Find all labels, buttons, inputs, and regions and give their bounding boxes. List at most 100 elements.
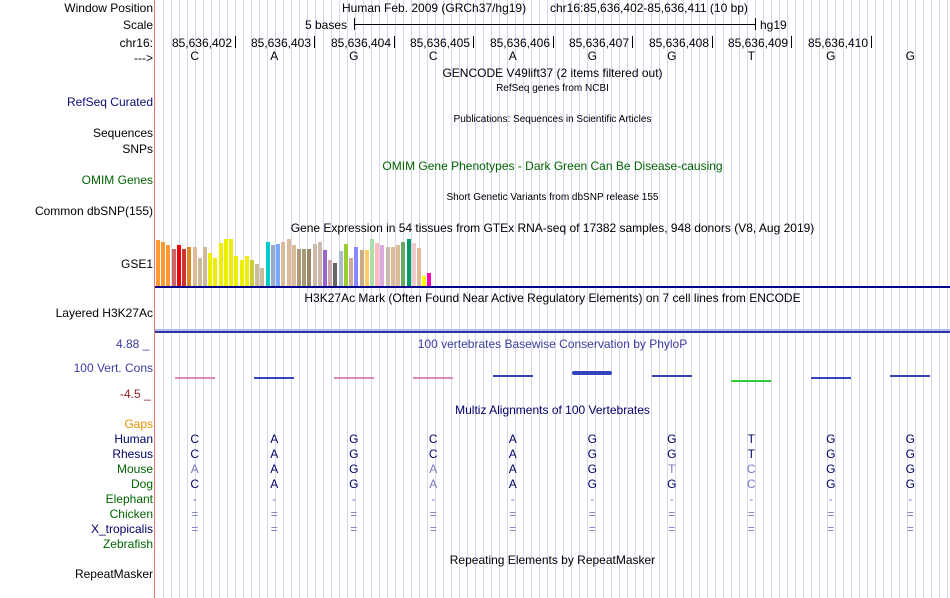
gtex-bar[interactable]: [297, 249, 301, 286]
phylop-label[interactable]: 100 Vert. Cons: [73, 361, 153, 375]
refseq-subtitle[interactable]: RefSeq genes from NCBI: [496, 83, 609, 94]
grid-line: [243, 0, 244, 598]
snps-label[interactable]: SNPs: [122, 142, 153, 156]
species-label[interactable]: Dog: [130, 477, 153, 491]
species-label[interactable]: Zebrafish: [102, 537, 153, 551]
alignment-base: G: [826, 432, 836, 446]
repeatmasker-label[interactable]: RepeatMasker: [74, 567, 153, 581]
grid-line: [491, 0, 492, 598]
species-label[interactable]: Chicken: [109, 507, 153, 521]
gtex-bar[interactable]: [333, 263, 337, 286]
gtex-bar[interactable]: [412, 243, 416, 286]
gtex-bar[interactable]: [401, 242, 405, 286]
gtex-bar[interactable]: [177, 245, 181, 286]
gtex-bar[interactable]: [224, 239, 228, 286]
species-label[interactable]: Mouse: [116, 462, 153, 476]
gtex-bar[interactable]: [328, 260, 332, 286]
gtex-bar[interactable]: [417, 248, 421, 286]
h3k27ac-title[interactable]: H3K27Ac Mark (Often Found Near Active Re…: [304, 291, 801, 305]
repeatmasker-title[interactable]: Repeating Elements by RepeatMasker: [449, 553, 656, 567]
gtex-bar[interactable]: [365, 250, 369, 286]
grid-line: [283, 0, 284, 598]
gtex-bar[interactable]: [313, 244, 317, 286]
species-label[interactable]: Human: [114, 432, 153, 446]
gtex-bar[interactable]: [187, 247, 191, 286]
alignment-base: A: [270, 447, 279, 461]
grid-line: [907, 0, 908, 598]
gtex-bar[interactable]: [339, 251, 343, 286]
gtex-bar[interactable]: [166, 245, 170, 286]
omim-label[interactable]: OMIM Genes: [81, 173, 153, 187]
gtex-bar[interactable]: [271, 245, 275, 286]
gtex-bar[interactable]: [182, 249, 186, 286]
gtex-bar[interactable]: [349, 258, 353, 286]
gtex-bar[interactable]: [198, 258, 202, 286]
h3k27ac-label[interactable]: Layered H3K27Ac: [55, 306, 153, 320]
grid-line: [475, 0, 476, 598]
gtex-label[interactable]: GSE1: [120, 257, 153, 271]
gtex-bar[interactable]: [255, 264, 259, 286]
gtex-bar[interactable]: [292, 245, 296, 286]
position-tick: [712, 36, 713, 48]
gtex-bar[interactable]: [391, 247, 395, 286]
species-label[interactable]: Elephant: [105, 492, 153, 506]
gtex-bar[interactable]: [266, 242, 270, 286]
gtex-bar[interactable]: [318, 242, 322, 286]
gtex-bar[interactable]: [229, 239, 233, 286]
grid-line: [379, 0, 380, 598]
species-label[interactable]: Rhesus: [112, 447, 153, 461]
gtex-bar[interactable]: [407, 239, 411, 286]
refseq-label[interactable]: RefSeq Curated: [66, 95, 153, 109]
gtex-bar[interactable]: [386, 247, 390, 286]
gtex-bar[interactable]: [234, 256, 238, 286]
gtex-bar[interactable]: [208, 253, 212, 286]
alignment-base: G: [905, 432, 915, 446]
gtex-bar[interactable]: [360, 250, 364, 286]
dbsnp-label[interactable]: Common dbSNP(155): [34, 204, 153, 218]
gtex-bar[interactable]: [276, 244, 280, 286]
gtex-bar[interactable]: [240, 260, 244, 286]
alignment-base: G: [905, 462, 915, 476]
omim-title[interactable]: OMIM Gene Phenotypes - Dark Green Can Be…: [382, 159, 723, 173]
sequences-label[interactable]: Sequences: [92, 126, 153, 140]
gtex-bar[interactable]: [307, 249, 311, 286]
gtex-bar[interactable]: [161, 242, 165, 286]
gaps-label[interactable]: Gaps: [124, 417, 153, 431]
gtex-bar[interactable]: [396, 245, 400, 286]
gtex-bar[interactable]: [219, 243, 223, 286]
multiz-title[interactable]: Multiz Alignments of 100 Vertebrates: [455, 403, 650, 417]
gtex-title[interactable]: Gene Expression in 54 tissues from GTEx …: [290, 221, 815, 235]
dbsnp-title[interactable]: Short Genetic Variants from dbSNP releas…: [446, 192, 659, 203]
gtex-bar[interactable]: [193, 247, 197, 286]
gtex-bar[interactable]: [213, 258, 217, 286]
gtex-bar[interactable]: [156, 240, 160, 286]
position-tick: [394, 36, 395, 48]
alignment-base: C: [190, 477, 200, 491]
gtex-bar[interactable]: [380, 245, 384, 286]
gtex-bar[interactable]: [375, 243, 379, 286]
gtex-bar[interactable]: [344, 244, 348, 286]
grid-line: [827, 0, 828, 598]
gtex-bar[interactable]: [427, 273, 431, 286]
gencode-title[interactable]: GENCODE V49lift37 (2 items filtered out): [442, 66, 663, 80]
gtex-bar[interactable]: [260, 268, 264, 286]
position-text[interactable]: chr16:85,636,402-85,636,411 (10 bp): [550, 1, 748, 15]
gtex-bar[interactable]: [203, 247, 207, 286]
gtex-bar[interactable]: [281, 242, 285, 286]
publications-title[interactable]: Publications: Sequences in Scientific Ar…: [453, 114, 652, 125]
gtex-bar[interactable]: [354, 247, 358, 286]
gtex-bar[interactable]: [323, 250, 327, 286]
grid-line: [515, 0, 516, 598]
species-label[interactable]: X_tropicalis: [90, 522, 153, 536]
grid-line: [947, 0, 948, 598]
alignment-base: =: [668, 522, 676, 536]
gtex-bar[interactable]: [287, 239, 291, 286]
gtex-bar[interactable]: [250, 260, 254, 286]
gtex-bar[interactable]: [422, 276, 426, 286]
gtex-bar[interactable]: [370, 239, 374, 286]
alignment-base: G: [667, 432, 677, 446]
gtex-bar[interactable]: [245, 256, 249, 286]
gtex-bar[interactable]: [302, 249, 306, 286]
phylop-title[interactable]: 100 vertebrates Basewise Conservation by…: [417, 337, 688, 351]
gtex-bar[interactable]: [172, 249, 176, 286]
